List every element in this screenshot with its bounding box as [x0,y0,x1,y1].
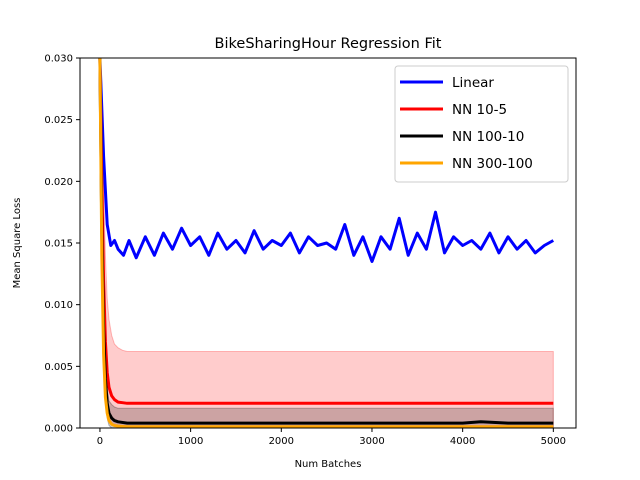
y-tick-label: 0.020 [44,177,73,188]
x-tick-label: 5000 [541,436,566,447]
y-tick-label: 0.010 [44,300,73,311]
y-tick-label: 0.015 [44,239,73,250]
legend-label: NN 300-100 [452,156,533,172]
y-tick-label: 0.005 [44,362,73,373]
x-tick-label: 1000 [178,436,203,447]
x-axis-label: Num Batches [295,459,362,470]
legend-label: NN 10-5 [452,102,507,118]
x-tick-label: 4000 [450,436,475,447]
y-tick-label: 0.030 [44,54,73,65]
legend-label: NN 100-10 [452,129,524,145]
series-line-3 [98,58,554,428]
y-axis-label: Mean Square Loss [12,198,23,289]
x-tick-label: 0 [97,436,103,447]
band-2 [99,58,554,428]
chart-title: BikeSharingHour Regression Fit [215,36,442,52]
x-tick-label: 2000 [269,436,294,447]
series-line-0 [98,58,555,263]
legend-box [394,65,569,183]
legend-label: Linear [452,75,494,91]
y-tick-label: 0.025 [44,115,73,126]
legend: Linear NN 10-5 NN 100-10 NN 300-100 [394,65,569,183]
series-line-1 [98,58,554,405]
x-tick-label: 3000 [359,436,384,447]
y-tick-label: 0.000 [44,424,73,435]
